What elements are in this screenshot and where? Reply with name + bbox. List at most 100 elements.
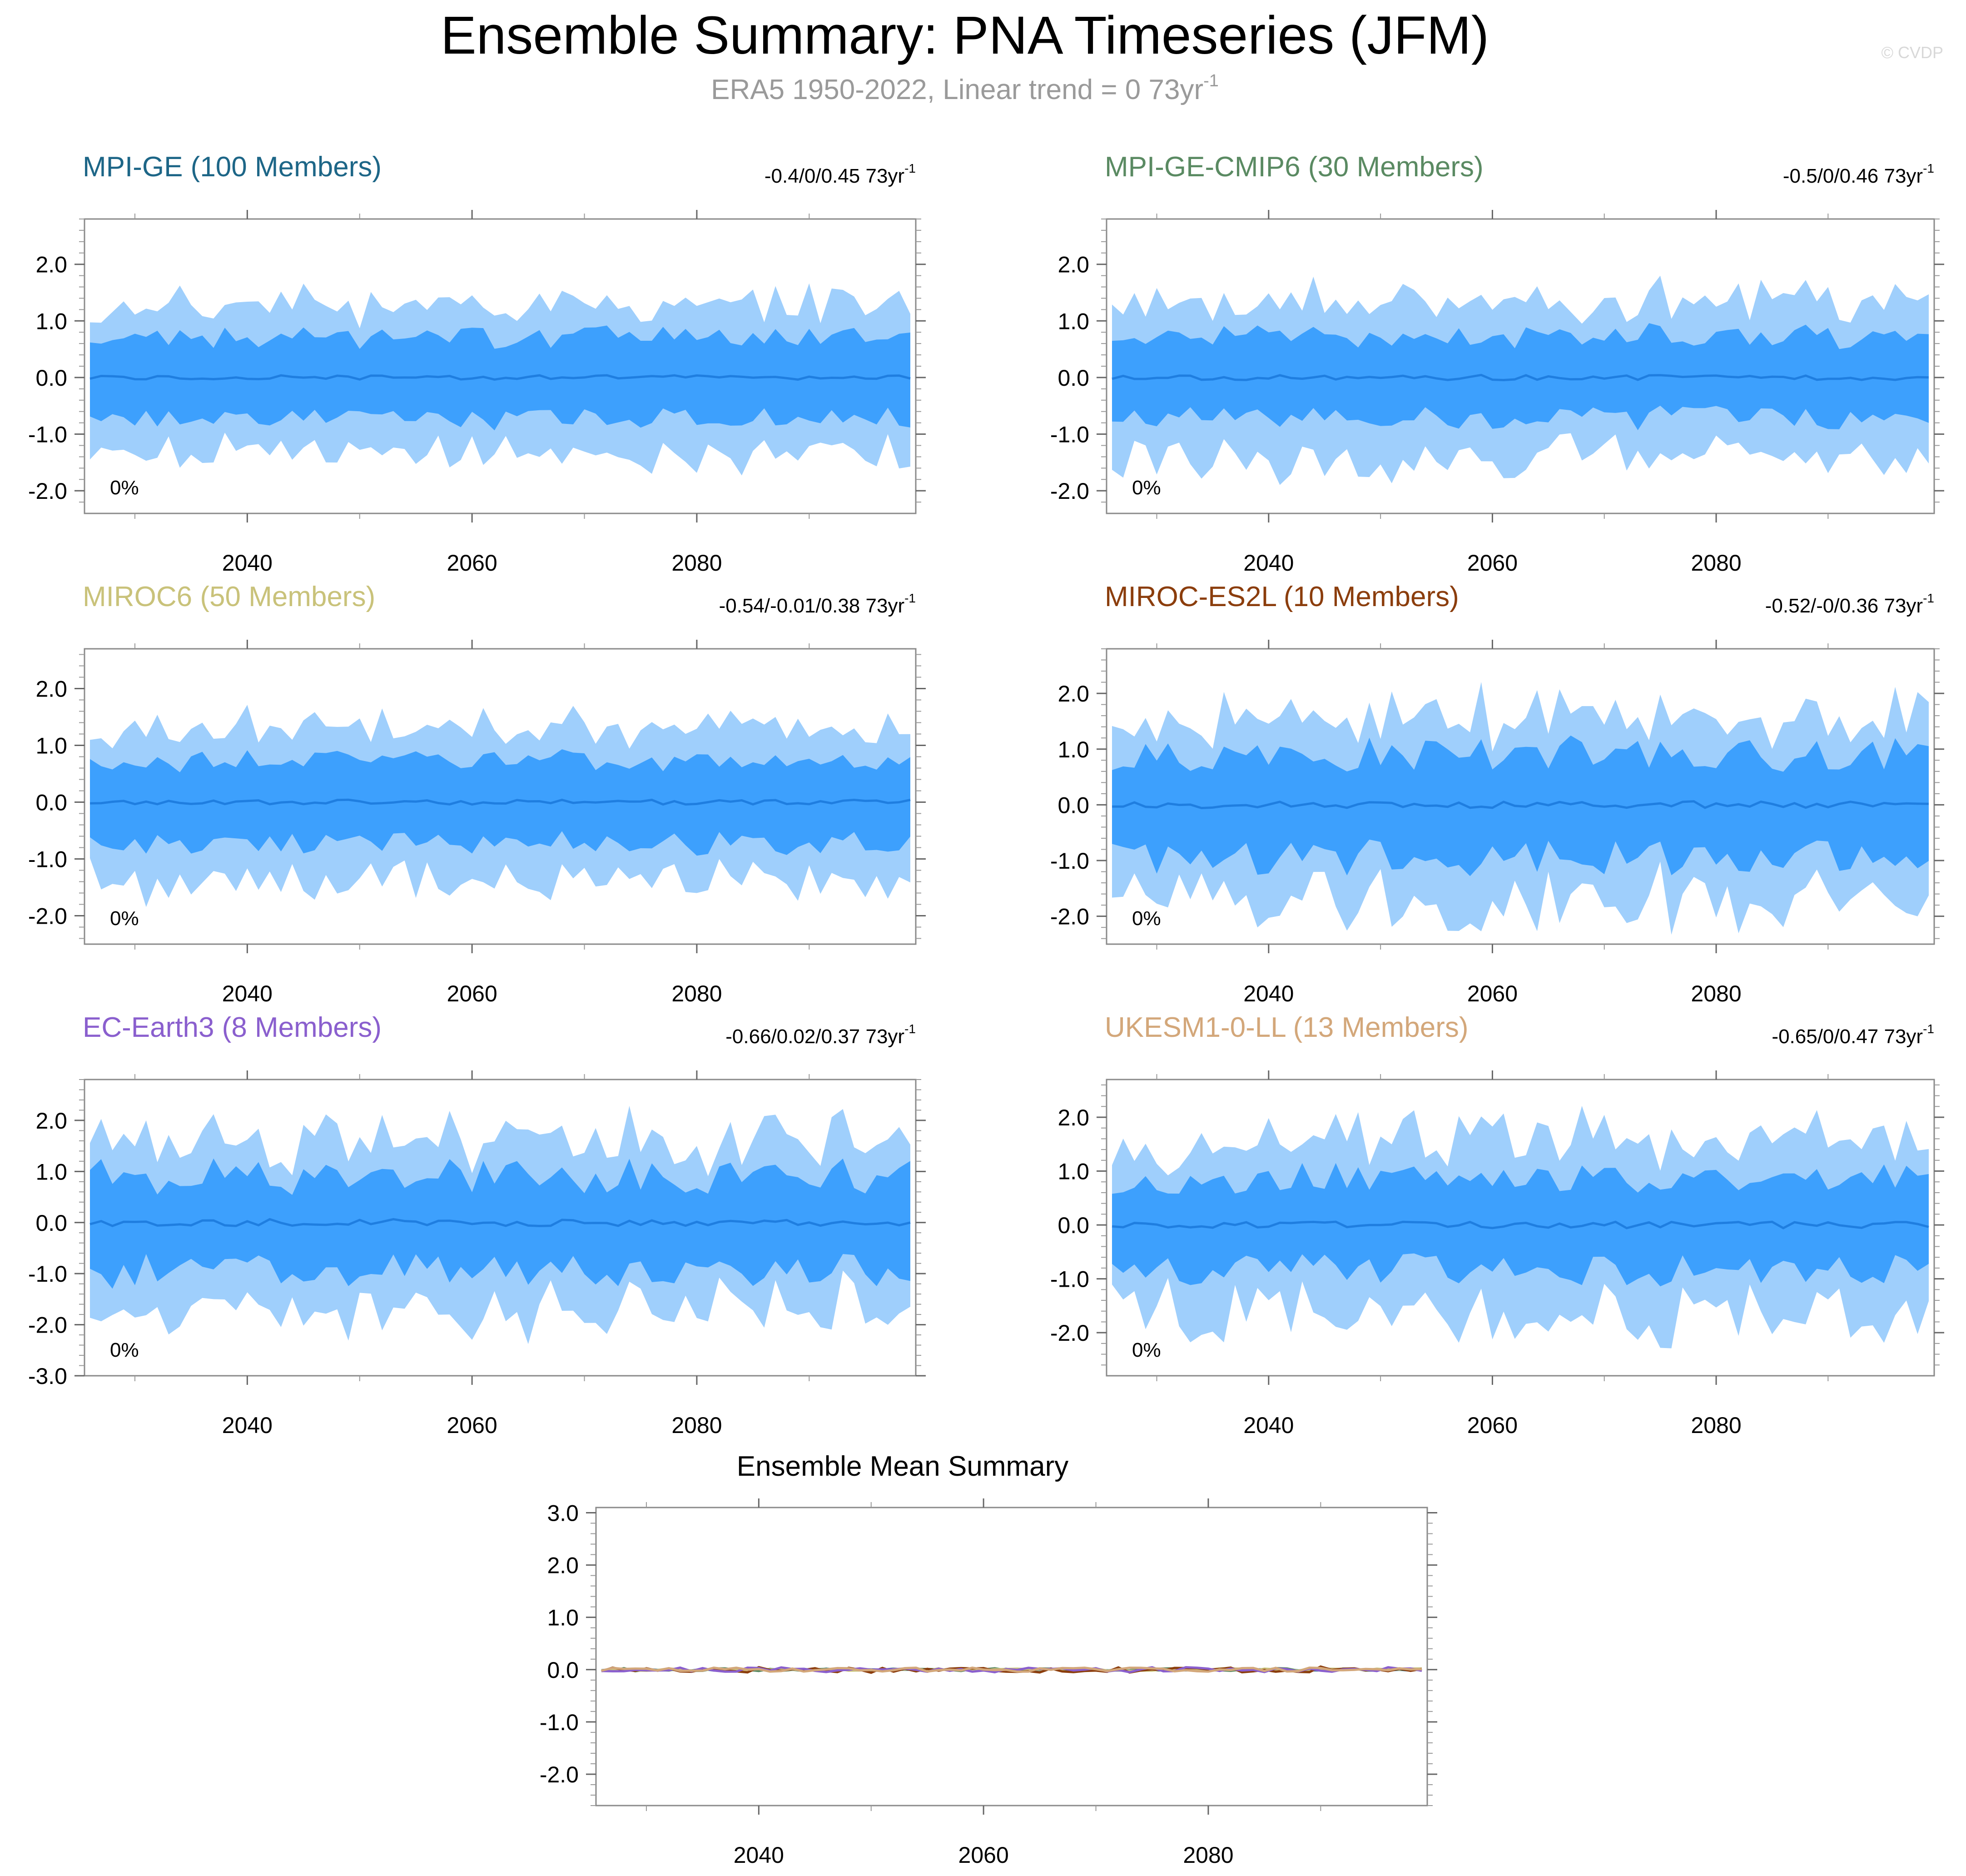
y-tick-label: -2.0 <box>1050 904 1089 930</box>
y-tick-label: 1.0 <box>35 309 67 334</box>
x-tick-label: 2080 <box>671 1413 722 1438</box>
series-line-ukesm1-0-ll <box>601 1666 1422 1673</box>
panel-mpi-ge: MPI-GE (100 Members) -0.4/0/0.45 73yr-1 2.… <box>28 151 926 576</box>
panel-annotation: 0% <box>1132 907 1161 930</box>
panel-trend: -0.5/0/0.46 73yr-1 <box>1783 161 1934 187</box>
x-tick-label: 2060 <box>1467 550 1518 576</box>
y-tick-label: 2.0 <box>1057 252 1089 278</box>
plot-frame <box>84 648 917 945</box>
x-tick-label: 2060 <box>958 1842 1009 1868</box>
panel-trend-sup: -1 <box>1923 591 1934 605</box>
x-tick-label: 2040 <box>1243 550 1294 576</box>
y-tick-label: 0.0 <box>35 365 67 391</box>
y-tick-label: 0.0 <box>1057 365 1089 391</box>
panel-trend: -0.54/-0.01/0.38 73yr-1 <box>719 591 916 617</box>
panel-trend-text: -0.54/-0.01/0.38 73yr <box>719 595 904 617</box>
figure-subtitle-sup: -1 <box>1203 71 1219 90</box>
x-tick-label: 2080 <box>1183 1842 1233 1868</box>
y-tick-label: 2.0 <box>35 677 67 702</box>
y-tick-label: -2.0 <box>1050 1320 1089 1346</box>
x-tick-label: 2080 <box>671 550 722 576</box>
panel-title: EC-Earth3 (8 Members) <box>83 1012 382 1043</box>
y-tick-label: -2.0 <box>540 1762 579 1787</box>
panel-miroc6: MIROC6 (50 Members) -0.54/-0.01/0.38 73yr… <box>28 581 926 1006</box>
y-tick-label: 2.0 <box>35 1108 67 1134</box>
x-tick-label: 2060 <box>447 550 497 576</box>
panel-annotation: 0% <box>110 907 139 930</box>
panel-trend-sup: -1 <box>904 161 916 175</box>
x-tick-label: 2040 <box>222 1413 273 1438</box>
x-tick-label: 2040 <box>1243 1413 1294 1438</box>
plot-frame <box>595 1507 1428 1806</box>
panel-trend-text: -0.4/0/0.45 73yr <box>765 165 904 187</box>
y-tick-label: -1.0 <box>540 1710 579 1735</box>
y-tick-label: 1.0 <box>35 733 67 759</box>
y-tick-label: 2.0 <box>547 1553 579 1578</box>
figure-subtitle-text: ERA5 1950-2022, Linear trend = 0 73yr <box>711 74 1203 105</box>
panel-annotation: 0% <box>1132 1339 1161 1361</box>
panel-trend-text: -0.66/0.02/0.37 73yr <box>725 1025 904 1048</box>
x-tick-label: 2040 <box>222 981 273 1006</box>
panel-trend-sup: -1 <box>1923 1022 1934 1036</box>
y-tick-label: 1.0 <box>1057 309 1089 334</box>
x-tick-label: 2060 <box>447 981 497 1006</box>
panel-title: UKESM1-0-LL (13 Members) <box>1105 1012 1469 1043</box>
panel-annotation: 0% <box>1132 477 1161 499</box>
x-tick-label: 2040 <box>222 550 273 576</box>
x-tick-label: 2060 <box>1467 1413 1518 1438</box>
y-tick-label: 3.0 <box>547 1501 579 1526</box>
ensemble-mean-line <box>1112 373 1929 382</box>
plot-frame <box>1106 1079 1935 1377</box>
figure-subtitle: ERA5 1950-2022, Linear trend = 0 73yr-1 <box>711 71 1219 105</box>
panel-ensemble-mean-summary: Ensemble Mean Summary 3.0 2.0 1.0 0.0 -1.0 -2.… <box>540 1451 1437 1868</box>
x-tick-label: 2040 <box>1243 981 1294 1006</box>
y-tick-label: 0.0 <box>1057 1213 1089 1238</box>
panel-trend-sup: -1 <box>1923 161 1934 175</box>
y-tick-label: -1.0 <box>1050 848 1089 874</box>
ensemble-mean-line <box>89 798 911 806</box>
y-tick-label: -2.0 <box>28 1313 67 1338</box>
y-tick-label: 0.0 <box>1057 792 1089 818</box>
y-tick-label: -2.0 <box>28 478 67 504</box>
panel-trend: -0.65/0/0.47 73yr-1 <box>1772 1022 1934 1048</box>
x-tick-label: 2080 <box>1691 981 1741 1006</box>
panel-title: MPI-GE (100 Members) <box>83 151 382 183</box>
y-tick-label: -1.0 <box>28 1261 67 1287</box>
panels-group: MPI-GE (100 Members) -0.4/0/0.45 73yr-12.… <box>28 151 1944 1868</box>
ensemble-mean-line <box>1112 800 1929 810</box>
y-tick-label: -1.0 <box>1050 1267 1089 1292</box>
panel-title: MIROC6 (50 Members) <box>83 581 375 612</box>
panel-trend-text: -0.5/0/0.46 73yr <box>1783 165 1923 187</box>
y-tick-label: -1.0 <box>28 422 67 448</box>
y-tick-label: -2.0 <box>1050 478 1089 504</box>
x-tick-label: 2080 <box>1691 1413 1741 1438</box>
y-tick-label: 1.0 <box>547 1605 579 1631</box>
panel-trend-sup: -1 <box>904 1022 916 1036</box>
y-tick-label: 2.0 <box>35 252 67 278</box>
panel-trend: -0.66/0.02/0.37 73yr-1 <box>725 1022 916 1048</box>
y-tick-label: -1.0 <box>1050 422 1089 448</box>
panel-title: MIROC-ES2L (10 Members) <box>1105 581 1459 612</box>
y-tick-label: 1.0 <box>1057 737 1089 762</box>
panel-miroc-es2l: MIROC-ES2L (10 Members) -0.52/-0/0.36 73y… <box>1050 581 1944 1006</box>
y-tick-label: -3.0 <box>28 1363 67 1389</box>
x-tick-label: 2080 <box>671 981 722 1006</box>
panel-annotation: 0% <box>110 477 139 499</box>
x-tick-label: 2060 <box>447 1413 497 1438</box>
y-tick-label: 0.0 <box>35 1210 67 1236</box>
x-tick-label: 2060 <box>1467 981 1518 1006</box>
ensemble-mean-line <box>89 1218 911 1227</box>
y-tick-label: -1.0 <box>28 847 67 872</box>
panel-trend: -0.4/0/0.45 73yr-1 <box>765 161 916 187</box>
y-tick-label: -2.0 <box>28 904 67 929</box>
panel-trend-text: -0.52/-0/0.36 73yr <box>1765 595 1923 617</box>
y-tick-label: 2.0 <box>1057 1105 1089 1130</box>
panel-ukesm1-0-ll: UKESM1-0-LL (13 Members) -0.65/0/0.47 73y… <box>1050 1012 1944 1438</box>
y-tick-label: 0.0 <box>547 1657 579 1683</box>
panel-ec-earth3: EC-Earth3 (8 Members) -0.66/0.02/0.37 73y… <box>28 1012 926 1438</box>
plot-frame <box>1106 648 1935 945</box>
ensemble-mean-line <box>89 374 911 381</box>
series-line-ec-earth3 <box>601 1666 1422 1674</box>
panel-title: MPI-GE-CMIP6 (30 Members) <box>1105 151 1484 183</box>
